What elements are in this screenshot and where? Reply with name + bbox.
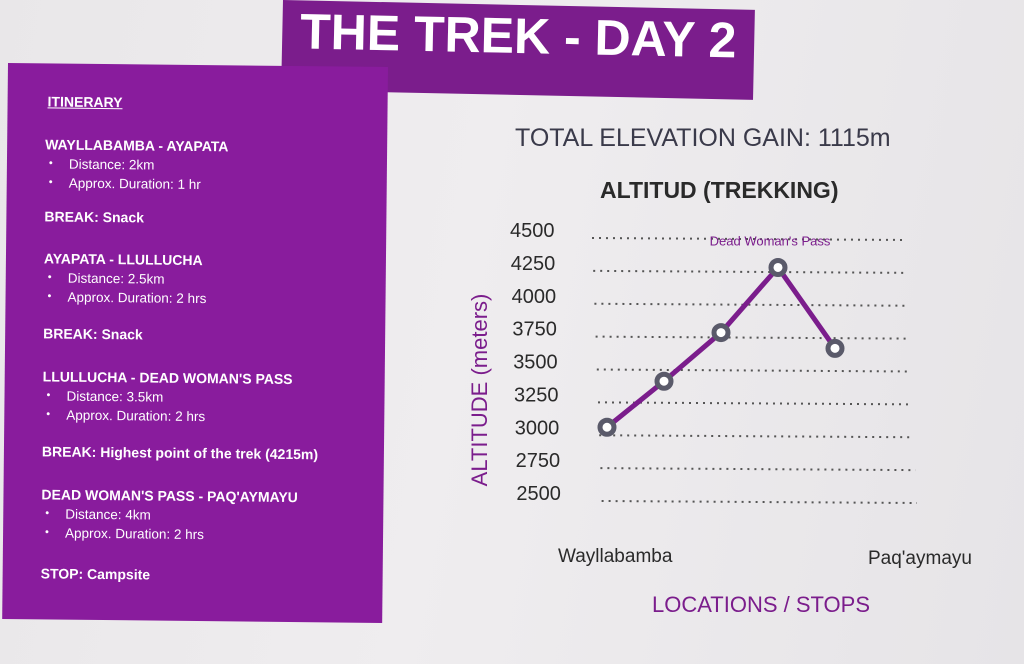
grid-line: [601, 500, 918, 504]
segment-duration: Approx. Duration: 2 hrs: [65, 524, 371, 546]
segment-1: WAYLLABAMBA - AYAPATA Distance: 2km Appr…: [45, 135, 376, 195]
segment-duration: Approx. Duration: 2 hrs: [67, 288, 373, 310]
segment-duration: Approx. Duration: 1 hr: [69, 174, 375, 196]
y-tick-label: 2750: [516, 450, 561, 472]
segment-2: AYAPATA - LLULLUCHA Distance: 2.5km Appr…: [43, 249, 374, 309]
y-tick-label: 4250: [511, 253, 556, 275]
x-axis-label: LOCATIONS / STOPS: [652, 592, 870, 617]
grid-lines: [591, 237, 918, 504]
y-tick-label: 3500: [513, 352, 558, 374]
stop-campsite: STOP: Campsite: [40, 565, 151, 583]
segment-4: DEAD WOMAN'S PASS - PAQ'AYMAYU Distance:…: [41, 485, 372, 545]
altitude-chart: TOTAL ELEVATION GAIN: 1115m ALTITUD (TRE…: [467, 124, 972, 617]
itinerary-panel: ITINERARY WAYLLABAMBA - AYAPATA Distance…: [2, 63, 388, 623]
y-tick-label: 2500: [516, 483, 561, 505]
y-tick-labels: 4500 4250 4000 3750 3500 3250 3000 2750 2500: [510, 220, 561, 505]
chart-title: ALTITUD (TREKKING): [600, 177, 838, 203]
grid-line: [597, 401, 913, 406]
y-tick-label: 4500: [510, 220, 555, 242]
y-tick-label: 3250: [514, 384, 559, 406]
data-point: [597, 417, 617, 437]
y-tick-label: 4000: [512, 286, 556, 308]
data-markers: [597, 257, 845, 437]
grid-line: [599, 434, 915, 439]
data-point: [825, 338, 845, 358]
y-axis-label: ALTITUDE (meters): [467, 294, 492, 487]
itinerary-heading: ITINERARY: [47, 93, 123, 111]
grid-line: [593, 269, 907, 274]
y-tick-label: 3000: [515, 417, 560, 439]
elevation-gain-heading: TOTAL ELEVATION GAIN: 1115m: [515, 124, 891, 152]
data-point: [654, 371, 674, 391]
y-tick-label: 3750: [512, 319, 557, 341]
data-point: [711, 323, 731, 343]
x-end-label: Paq'aymayu: [868, 548, 972, 569]
data-point: [768, 257, 788, 277]
break-1: BREAK: Snack: [44, 208, 145, 226]
break-3: BREAK: Highest point of the trek (4215m): [41, 443, 319, 463]
segment-3: LLULLUCHA - DEAD WOMAN'S PASS Distance: …: [42, 367, 373, 427]
x-start-label: Wayllabamba: [558, 546, 673, 567]
slide-title: THE TREK - DAY 2: [299, 3, 737, 69]
grid-line: [600, 467, 916, 472]
grid-line: [591, 237, 906, 241]
break-2: BREAK: Snack: [43, 325, 143, 343]
dead-womans-pass-annotation: Dead Woman's Pass: [710, 233, 831, 248]
grid-line: [595, 335, 910, 340]
grid-line: [594, 302, 909, 307]
grid-line: [596, 368, 912, 373]
segment-duration: Approx. Duration: 2 hrs: [66, 406, 372, 428]
